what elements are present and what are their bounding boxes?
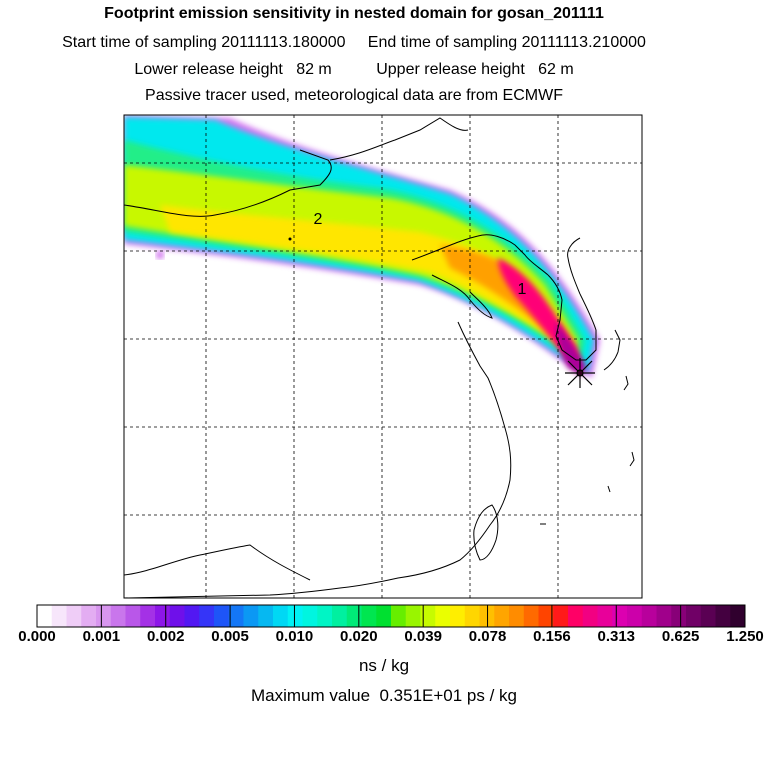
colorbar-swatch	[671, 605, 687, 627]
colorbar-swatch	[51, 605, 67, 627]
colorbar-swatch	[243, 605, 259, 627]
colorbar-swatch	[287, 605, 303, 627]
coastlines	[124, 117, 635, 598]
colorbar-swatch	[361, 605, 377, 627]
colorbar-swatch	[302, 605, 318, 627]
colorbar-swatch	[509, 605, 525, 627]
colorbar-swatch	[346, 605, 362, 627]
colorbar-swatch	[391, 605, 407, 627]
colorbar-swatch	[450, 605, 466, 627]
colorbar-unit: ns / kg	[358, 656, 410, 675]
colorbar-tick-label: 0.039	[404, 628, 442, 645]
colorbar-swatch	[155, 605, 171, 627]
release-heights: Lower release height 82 m Upper release …	[0, 61, 738, 79]
plume-band-core	[556, 322, 586, 376]
colorbar-swatch	[641, 605, 657, 627]
colorbar-swatch	[81, 605, 97, 627]
colorbar-swatch	[199, 605, 215, 627]
colorbar-swatch	[169, 605, 185, 627]
colorbar-swatch	[523, 605, 539, 627]
colorbar-tick-label: 0.001	[82, 628, 121, 645]
colorbar-swatch	[96, 605, 112, 627]
colorbar-swatch	[66, 605, 82, 627]
colorbar-swatch	[140, 605, 156, 627]
svg-text:2: 2	[314, 211, 323, 228]
colorbar-swatch	[125, 605, 141, 627]
star-cross-icon	[565, 358, 595, 388]
colorbar-swatch	[464, 605, 480, 627]
colorbar-swatch	[273, 605, 289, 627]
marker-2: 2	[288, 211, 323, 241]
maximum-value-text: Maximum value 0.351E+01 ps / kg	[251, 686, 517, 705]
colorbar-swatch	[568, 605, 584, 627]
svg-text:1: 1	[518, 281, 527, 298]
colorbar-tick-label: 0.010	[275, 628, 314, 645]
colorbar-border	[36, 604, 746, 628]
colorbar-swatch	[686, 605, 702, 627]
colorbar-tick-label: 0.313	[597, 628, 636, 645]
colorbar-swatch	[214, 605, 230, 627]
colorbar-swatch	[332, 605, 348, 627]
colorbar-swatch	[553, 605, 569, 627]
colorbar-swatch	[627, 605, 643, 627]
colorbar-swatch	[715, 605, 731, 627]
colorbar-swatch	[582, 605, 598, 627]
colorbar-swatch	[228, 605, 244, 627]
colorbar-swatch	[184, 605, 200, 627]
plume-band-orange	[440, 245, 570, 356]
start-time-label: Start time of sampling 20111113.180000	[62, 34, 346, 51]
colorbar-swatch	[405, 605, 421, 627]
colorbar-swatch	[700, 605, 716, 627]
colorbar-swatch	[656, 605, 672, 627]
marker-1: 1	[518, 281, 527, 298]
colorbar-tick-label: 0.002	[146, 628, 185, 645]
plume-layer	[124, 115, 600, 378]
colorbar-swatch	[597, 605, 613, 627]
plume-band-yellow	[160, 205, 572, 358]
grid	[124, 115, 642, 598]
end-time-label: End time of sampling 20111113.210000	[367, 34, 646, 51]
colorbar-swatch	[376, 605, 392, 627]
sampling-times: Start time of sampling 20111113.180000 E…	[0, 34, 738, 52]
upper-release-label: Upper release height 62 m	[376, 61, 574, 78]
colorbar-swatch	[538, 605, 554, 627]
colorbar-swatch	[730, 605, 746, 627]
colorbar-tick-label: 0.078	[468, 628, 507, 645]
colorbar	[36, 604, 746, 628]
map-frame	[123, 114, 643, 599]
lower-release-label: Lower release height 82 m	[134, 61, 332, 78]
plume-isolated-spot	[156, 251, 164, 259]
map-title: Footprint emission sensitivity in nested…	[104, 5, 604, 22]
colorbar-swatch	[258, 605, 274, 627]
colorbar-swatch	[435, 605, 451, 627]
colorbar-tick-label: 0.156	[533, 628, 571, 645]
colorbar-swatch	[317, 605, 333, 627]
colorbar-tick-label: 0.625	[661, 628, 700, 645]
colorbar-swatch	[612, 605, 628, 627]
colorbar-tick-label: 1.250	[726, 628, 764, 645]
colorbar-swatch	[37, 605, 53, 627]
colorbar-tick-label: 0.020	[340, 628, 378, 645]
colorbar-tick-label: 0.005	[211, 628, 249, 645]
colorbar-swatch	[494, 605, 510, 627]
colorbar-swatch	[420, 605, 436, 627]
colorbar-tick-label: 0.000	[18, 628, 56, 645]
colorbar-swatch	[110, 605, 126, 627]
tracer-note: Passive tracer used, meteorological data…	[145, 87, 563, 104]
